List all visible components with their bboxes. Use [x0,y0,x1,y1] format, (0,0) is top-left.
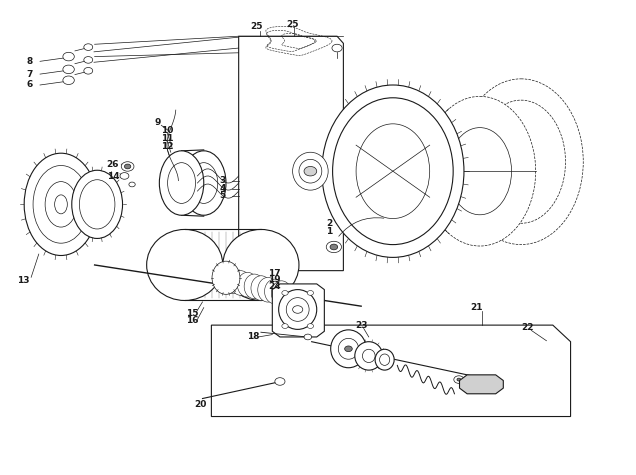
Circle shape [84,67,93,74]
Text: 10: 10 [162,126,174,135]
Ellipse shape [181,151,226,215]
Ellipse shape [231,271,251,295]
Ellipse shape [24,153,98,256]
Circle shape [125,164,131,169]
Text: 19: 19 [268,275,280,284]
Text: 5: 5 [219,191,226,200]
Circle shape [293,306,303,314]
Ellipse shape [33,165,89,243]
Ellipse shape [212,261,240,294]
Ellipse shape [190,162,218,203]
Text: 15: 15 [186,309,198,318]
Ellipse shape [168,162,195,203]
Ellipse shape [237,272,258,297]
Text: 4: 4 [219,184,226,193]
Ellipse shape [272,281,292,305]
Ellipse shape [424,96,536,246]
Ellipse shape [380,354,390,365]
Polygon shape [272,284,324,337]
Ellipse shape [448,128,511,215]
Ellipse shape [80,180,115,229]
Text: 18: 18 [247,332,259,342]
Ellipse shape [45,181,77,227]
Ellipse shape [293,152,328,190]
Text: 21: 21 [470,303,483,312]
Text: 12: 12 [162,142,174,151]
Text: 17: 17 [268,268,280,277]
Polygon shape [211,325,570,417]
Text: 11: 11 [162,134,174,143]
Circle shape [63,52,74,61]
Text: 25: 25 [286,20,299,29]
Ellipse shape [224,269,244,294]
Ellipse shape [244,274,265,299]
Ellipse shape [459,79,583,245]
Ellipse shape [265,279,285,304]
Text: 25: 25 [250,22,263,31]
Ellipse shape [55,195,67,214]
Polygon shape [238,36,343,271]
Text: 23: 23 [355,321,368,330]
Circle shape [282,323,288,328]
Circle shape [84,44,93,50]
Text: 24: 24 [268,282,280,291]
Circle shape [84,57,93,63]
Text: 26: 26 [107,160,119,169]
Circle shape [454,376,464,383]
Polygon shape [460,375,503,394]
Ellipse shape [356,124,430,218]
Text: 22: 22 [521,323,534,332]
Ellipse shape [355,342,383,370]
Circle shape [63,76,74,85]
Circle shape [63,65,74,74]
Text: 16: 16 [186,316,198,325]
Circle shape [282,291,288,295]
Circle shape [275,378,285,385]
Text: 14: 14 [107,172,120,181]
Ellipse shape [322,85,464,257]
Ellipse shape [363,349,375,362]
Ellipse shape [375,349,394,370]
Circle shape [307,323,314,328]
Text: 3: 3 [219,176,226,185]
Circle shape [304,166,317,176]
Ellipse shape [338,338,359,359]
Ellipse shape [476,100,565,223]
Ellipse shape [72,170,123,238]
Circle shape [330,244,338,250]
Ellipse shape [258,277,278,302]
Text: 8: 8 [26,57,32,66]
Text: 1: 1 [326,228,333,237]
Circle shape [304,334,312,340]
Circle shape [120,172,129,179]
Text: 7: 7 [26,70,32,78]
Ellipse shape [279,290,317,329]
Text: 6: 6 [26,80,32,89]
Circle shape [332,44,342,52]
Circle shape [326,241,342,253]
Ellipse shape [251,276,272,300]
Text: 9: 9 [155,118,161,127]
Ellipse shape [299,159,322,183]
Circle shape [129,182,135,187]
Circle shape [121,162,134,171]
Circle shape [307,291,314,295]
Ellipse shape [147,229,223,301]
Ellipse shape [160,151,204,215]
Text: 2: 2 [326,219,333,228]
Ellipse shape [223,229,299,301]
Ellipse shape [286,298,309,321]
Text: 13: 13 [17,276,29,285]
Circle shape [457,378,461,381]
Ellipse shape [331,330,366,368]
Text: 20: 20 [194,400,207,409]
Circle shape [109,202,117,208]
Circle shape [345,346,352,352]
Ellipse shape [333,98,453,245]
